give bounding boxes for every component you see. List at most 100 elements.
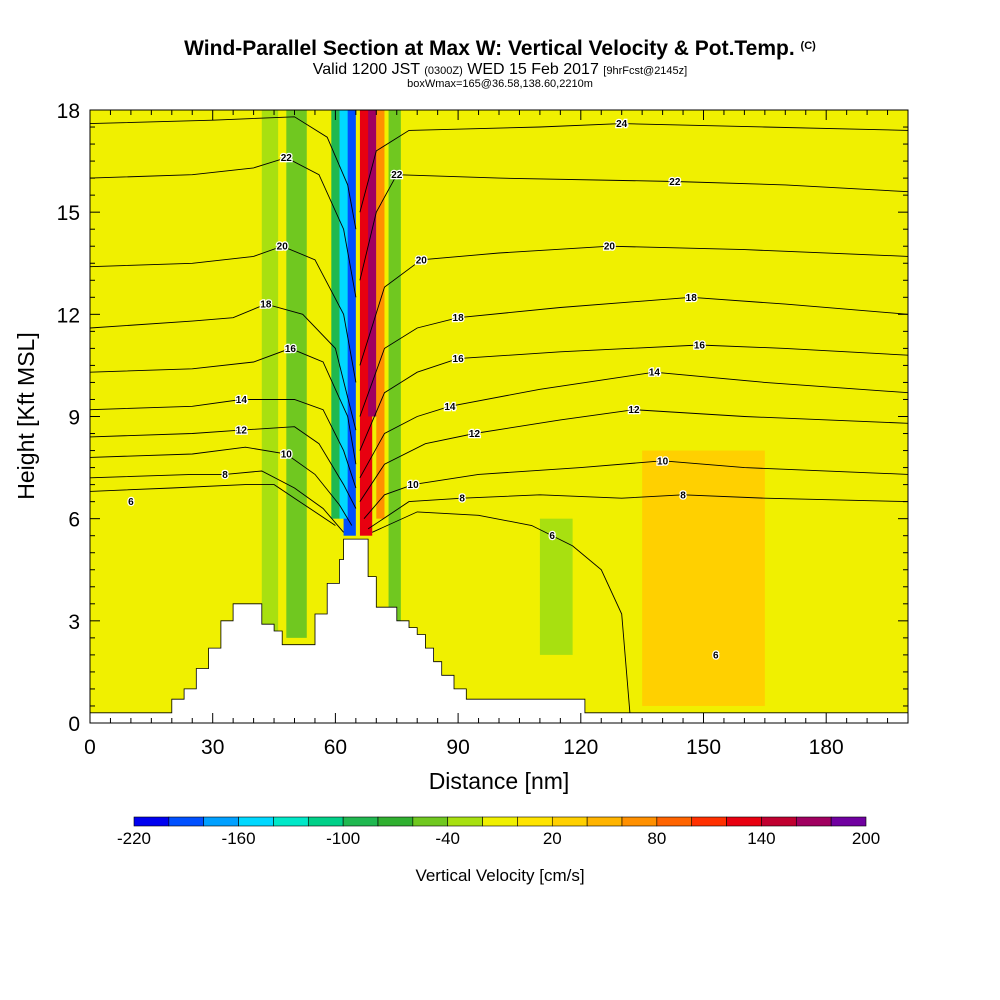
contour-label: 16: [694, 340, 706, 351]
contour-label: 10: [408, 480, 420, 491]
contour-label: 20: [604, 242, 616, 253]
velocity-band: [261, 110, 279, 638]
isentrope-20: [90, 245, 357, 383]
isentrope-22: [90, 157, 357, 298]
colorbar-tick-label: 200: [852, 829, 880, 848]
copyright-mark: (C): [800, 40, 816, 52]
isentrope-16: [359, 344, 908, 451]
isentrope-8: [90, 470, 344, 533]
colorbar-swatch: [795, 816, 832, 827]
y-tick-label: 9: [68, 407, 80, 430]
contour-label: 8: [222, 470, 228, 481]
colorbar-tick-label: -40: [435, 829, 460, 848]
contour-label: 22: [281, 153, 293, 164]
x-tick-label: 60: [324, 736, 347, 759]
velocity-band: [331, 110, 340, 519]
contour-label: 6: [713, 650, 719, 661]
contour-label: 14: [236, 395, 248, 406]
isentrope-20: [359, 245, 908, 366]
colorbar-swatch: [412, 816, 449, 827]
velocity-band: [642, 450, 765, 706]
contour-label: 14: [649, 368, 661, 379]
velocity-band: [388, 110, 401, 621]
colorbar-swatch: [168, 816, 205, 827]
contour-label: 12: [628, 405, 640, 416]
colorbar-swatch: [273, 816, 309, 827]
colorbar-tick-label: 80: [647, 829, 666, 848]
colorbar-tick-label: 20: [543, 829, 562, 848]
contour-label: 16: [285, 344, 297, 355]
contour-label: 16: [453, 354, 465, 365]
y-tick-label: 12: [57, 304, 80, 327]
isentrope-12: [90, 426, 357, 509]
contour-label: 22: [391, 170, 403, 181]
colorbar-swatch: [551, 816, 588, 827]
isentrope-14: [359, 371, 908, 479]
contour-label: 24: [616, 119, 628, 130]
colorbar-tick-label: 140: [747, 829, 775, 848]
colorbar-swatch: [203, 816, 239, 827]
colorbar-swatch: [307, 816, 344, 827]
x-tick-label: 120: [563, 736, 598, 759]
y-tick-label: 6: [68, 509, 80, 532]
colorbar-swatch: [482, 816, 518, 827]
isentrope-8: [367, 494, 908, 530]
contour-label: 8: [680, 490, 686, 501]
velocity-band: [539, 518, 573, 655]
isentrope-6: [90, 484, 336, 526]
colorbar-swatch: [342, 816, 379, 827]
axis-ticks: 0 30 60 90 120 150 180 0 3 6 9 12 15 18: [57, 100, 908, 759]
colorbar-swatch: [377, 816, 414, 827]
colorbar-swatch: [517, 816, 553, 827]
contour-label: 12: [236, 426, 248, 437]
x-tick-label: 150: [686, 736, 721, 759]
contour-label: 18: [453, 313, 465, 324]
colorbar-swatch: [761, 816, 797, 827]
isentrope-22: [359, 174, 908, 281]
colorbar-swatch: [726, 816, 762, 827]
colorbar-swatch: [830, 816, 867, 827]
velocity-band: [368, 110, 377, 417]
isentrope-16: [90, 347, 357, 465]
contour-label: 20: [416, 255, 428, 266]
y-tick-label: 0: [68, 713, 80, 736]
y-tick-label: 18: [57, 100, 80, 123]
isentrope-24: [359, 123, 908, 213]
contour-label: 6: [128, 497, 134, 508]
colorbar-swatch: [586, 816, 623, 827]
colorbar-swatch: [238, 816, 274, 827]
x-tick-label: 90: [446, 736, 469, 759]
subtitle-zulu: (0300Z): [424, 65, 463, 77]
colorbar-tick-label: -220: [117, 829, 151, 848]
isentrope-24: [90, 116, 357, 230]
contour-label: 18: [686, 293, 698, 304]
x-axis-title: Distance [nm]: [429, 768, 570, 794]
x-tick-label: 0: [84, 736, 96, 759]
contour-label: 8: [459, 494, 465, 505]
terrain-mask: [90, 538, 908, 723]
isentrope-18: [359, 296, 908, 417]
vertical-velocity-field: [90, 110, 908, 723]
contour-label: 20: [277, 242, 289, 253]
isentrope-18: [90, 303, 357, 431]
colorbar-tick-label: -100: [326, 829, 360, 848]
field-background: [90, 110, 908, 723]
chart-subtitle: Valid 1200 JST (0300Z) WED 15 Feb 2017 […: [312, 61, 688, 78]
contour-label: 18: [260, 300, 272, 311]
isentrope-14: [90, 399, 357, 489]
colorbar-swatch: [691, 816, 727, 827]
isentrope-12: [359, 409, 908, 502]
colorbar-swatch: [447, 816, 483, 827]
chart-subtitle-2: boxWmax=165@36.58,138.60,2210m: [407, 78, 593, 90]
y-tick-label: 3: [68, 611, 80, 634]
velocity-band: [286, 110, 307, 638]
x-tick-label: 30: [201, 736, 224, 759]
contour-label: 10: [657, 456, 669, 467]
colorbar: -220 -160 -100 -40 20 80 140 200: [117, 816, 880, 848]
isentrope-10: [90, 446, 353, 526]
colorbar-swatch: [133, 816, 170, 827]
contour-label: 10: [281, 449, 293, 460]
velocity-band: [376, 110, 385, 519]
y-axis-title: Height [Kft MSL]: [13, 332, 39, 499]
potential-temperature-contours: [90, 116, 908, 713]
